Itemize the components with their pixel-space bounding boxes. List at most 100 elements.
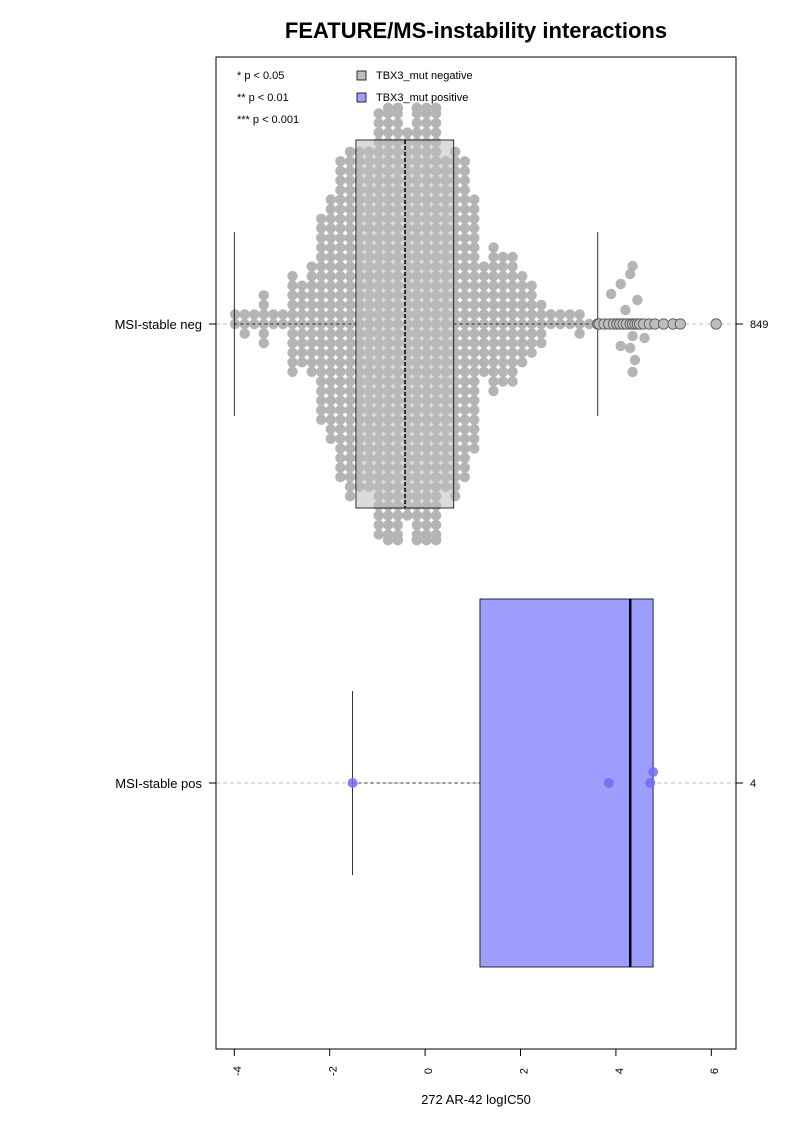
data-point bbox=[469, 443, 480, 454]
data-point bbox=[459, 194, 470, 205]
data-point bbox=[536, 309, 547, 320]
data-point bbox=[478, 290, 490, 301]
data-point bbox=[488, 251, 499, 263]
data-point bbox=[383, 102, 394, 114]
data-point bbox=[411, 117, 423, 129]
data-point bbox=[517, 299, 528, 311]
data-point bbox=[325, 433, 336, 444]
data-point bbox=[316, 357, 327, 368]
data-point bbox=[488, 347, 499, 358]
data-point bbox=[507, 251, 518, 263]
data-point bbox=[459, 395, 470, 406]
data-point bbox=[478, 337, 490, 349]
x-axis: -4 -2 0 2 4 6 bbox=[232, 1048, 721, 1076]
data-point bbox=[306, 347, 317, 358]
data-point bbox=[421, 510, 432, 521]
data-point bbox=[459, 443, 470, 454]
data-point bbox=[325, 290, 336, 301]
data-point bbox=[316, 280, 327, 291]
data-point bbox=[344, 424, 356, 435]
data-point bbox=[344, 309, 356, 320]
significance-legend-item: *** p < 0.001 bbox=[237, 114, 299, 126]
data-point bbox=[268, 318, 279, 330]
data-point bbox=[459, 261, 470, 272]
data-point bbox=[335, 280, 346, 291]
data-point bbox=[620, 304, 631, 316]
data-point bbox=[316, 328, 327, 339]
data-point bbox=[488, 385, 499, 397]
data-point bbox=[344, 165, 356, 177]
data-point bbox=[316, 261, 327, 272]
data-point bbox=[478, 280, 490, 291]
data-point bbox=[497, 347, 509, 358]
data-point bbox=[316, 290, 327, 301]
data-point bbox=[555, 318, 566, 330]
data-point bbox=[478, 299, 490, 311]
data-point bbox=[430, 519, 442, 531]
data-point bbox=[469, 261, 480, 272]
data-point bbox=[335, 462, 346, 473]
data-point bbox=[335, 184, 346, 196]
data-point bbox=[488, 328, 499, 339]
data-point bbox=[402, 127, 413, 138]
data-point bbox=[478, 357, 490, 368]
data-point bbox=[488, 280, 499, 291]
data-point bbox=[469, 194, 480, 205]
data-point bbox=[316, 309, 327, 320]
data-point bbox=[287, 318, 298, 330]
data-point bbox=[497, 357, 509, 368]
data-point bbox=[469, 290, 480, 301]
data-point bbox=[536, 337, 547, 349]
data-point bbox=[325, 414, 336, 425]
data-point bbox=[335, 357, 346, 368]
data-point bbox=[344, 337, 356, 349]
data-point bbox=[373, 510, 384, 521]
data-point bbox=[347, 778, 358, 788]
data-point bbox=[469, 213, 480, 224]
group-label: MSI-stable neg bbox=[115, 317, 202, 332]
data-point bbox=[325, 347, 336, 358]
data-point bbox=[316, 271, 327, 282]
data-point bbox=[459, 223, 470, 234]
data-point bbox=[373, 127, 384, 138]
data-point bbox=[373, 519, 384, 531]
data-point bbox=[258, 309, 269, 320]
data-point bbox=[469, 376, 480, 387]
data-point bbox=[392, 510, 403, 521]
data-point bbox=[335, 290, 346, 301]
data-point bbox=[627, 330, 638, 342]
data-point bbox=[306, 337, 317, 349]
data-point bbox=[478, 366, 490, 377]
x-tick-label: 0 bbox=[423, 1068, 435, 1074]
data-point bbox=[296, 347, 308, 358]
data-point bbox=[316, 337, 327, 349]
data-point bbox=[411, 510, 423, 521]
box-layer bbox=[233, 139, 722, 968]
data-point bbox=[564, 309, 576, 320]
data-point bbox=[287, 299, 298, 311]
data-point bbox=[392, 127, 403, 138]
data-point bbox=[536, 328, 547, 339]
data-point bbox=[344, 385, 356, 397]
data-point bbox=[517, 271, 528, 282]
data-point bbox=[469, 424, 480, 435]
data-point bbox=[239, 318, 250, 330]
data-point bbox=[296, 309, 308, 320]
data-point bbox=[335, 271, 346, 282]
data-point bbox=[344, 452, 356, 464]
data-point bbox=[469, 433, 480, 444]
data-point bbox=[507, 328, 518, 339]
data-point bbox=[574, 309, 585, 320]
data-point bbox=[411, 534, 423, 546]
data-point bbox=[258, 318, 269, 330]
data-point bbox=[335, 156, 346, 167]
data-point bbox=[335, 471, 346, 483]
data-point bbox=[335, 414, 346, 425]
data-point bbox=[287, 309, 298, 320]
data-point bbox=[459, 309, 470, 320]
x-tick-label: 2 bbox=[518, 1068, 530, 1074]
data-point bbox=[344, 328, 356, 339]
data-point bbox=[526, 328, 537, 339]
data-point bbox=[411, 102, 423, 114]
data-point bbox=[287, 280, 298, 291]
